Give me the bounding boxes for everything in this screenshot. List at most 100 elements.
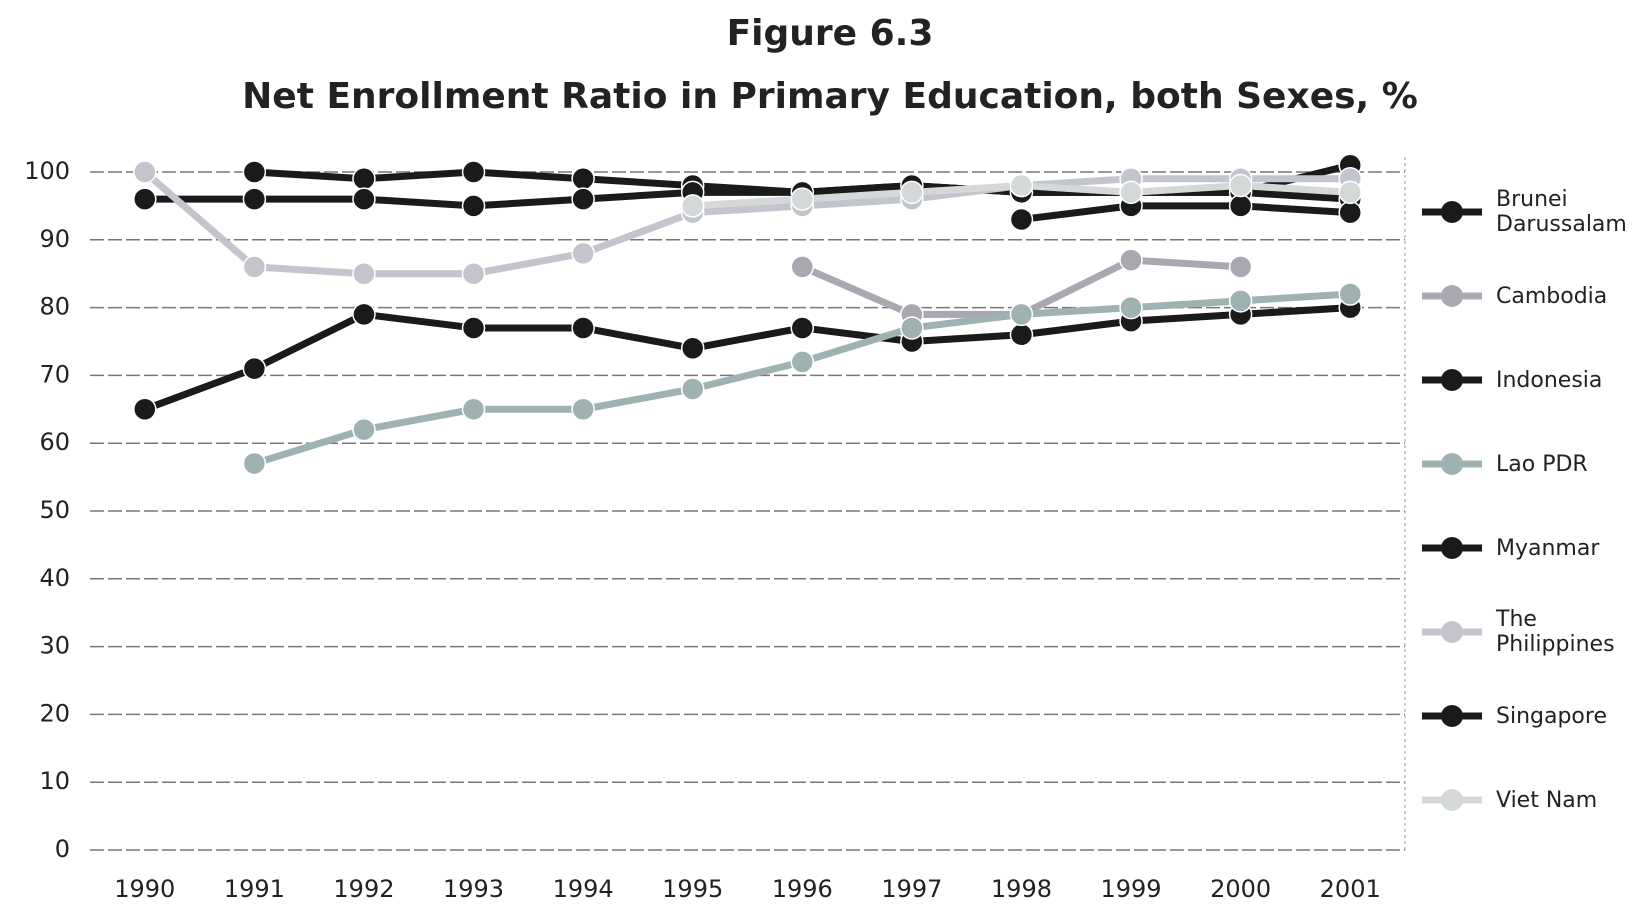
y-tick-label: 90	[39, 225, 70, 253]
legend-item: The Philippines	[1420, 590, 1645, 674]
x-tick-label: 1992	[333, 875, 394, 903]
data-point	[680, 194, 705, 218]
x-tick-label: 1990	[114, 875, 175, 903]
x-tick-label: 1999	[1101, 875, 1162, 903]
legend: Brunei Darussalam Cambodia Indonesia Lao PD…	[1420, 170, 1645, 842]
y-tick-label: 20	[39, 699, 70, 727]
series-line	[1021, 202, 1351, 223]
data-point	[133, 160, 157, 184]
data-point	[242, 451, 267, 476]
data-point	[790, 187, 815, 211]
data-point	[461, 160, 486, 184]
legend-marker	[1441, 789, 1463, 811]
data-point	[133, 397, 157, 422]
y-tick-label: 40	[39, 564, 70, 592]
legend-label: Cambodia	[1496, 283, 1608, 309]
legend-marker	[1441, 705, 1463, 727]
x-tick-label: 2000	[1210, 875, 1271, 903]
legend-marker	[1441, 369, 1463, 391]
chart-subtitle: Net Enrollment Ratio in Primary Educatio…	[242, 76, 1418, 117]
legend-label: The Philippines	[1496, 607, 1615, 657]
legend-marker	[1441, 537, 1463, 559]
y-tick-label: 50	[39, 496, 70, 524]
x-tick-label: 2001	[1320, 875, 1381, 903]
data-point	[352, 167, 376, 191]
data-point	[352, 187, 376, 211]
data-point	[790, 255, 815, 279]
data-point	[1009, 302, 1034, 327]
legend-swatch	[1422, 201, 1482, 223]
data-point	[1119, 248, 1143, 272]
y-tick-label: 10	[39, 767, 70, 795]
legend-label: Indonesia	[1496, 367, 1603, 393]
legend-label: Viet Nam	[1496, 787, 1598, 813]
x-tick-label: 1994	[553, 875, 614, 903]
legend-item: Brunei Darussalam	[1420, 170, 1645, 254]
data-point	[1009, 207, 1034, 232]
data-point	[242, 160, 267, 184]
data-point	[680, 377, 705, 401]
series-line	[143, 304, 1351, 413]
data-point	[242, 356, 267, 381]
data-point	[1338, 180, 1362, 205]
data-point	[571, 167, 595, 191]
legend-marker	[1441, 453, 1463, 475]
y-tick-label: 70	[39, 360, 70, 388]
data-point	[1228, 194, 1253, 218]
data-point	[571, 187, 595, 211]
data-point	[352, 417, 376, 442]
data-point	[1228, 173, 1253, 198]
y-tick-label: 100	[24, 157, 70, 185]
data-point	[680, 336, 705, 361]
data-point	[571, 316, 595, 340]
data-point	[790, 350, 815, 374]
legend-item: Myanmar	[1420, 506, 1645, 590]
legend-swatch	[1422, 789, 1482, 811]
legend-marker	[1441, 285, 1463, 307]
series-line	[142, 169, 1351, 278]
data-point	[1228, 289, 1253, 313]
legend-marker	[1441, 621, 1463, 643]
legend-item: Viet Nam	[1420, 758, 1645, 842]
data-point	[461, 194, 486, 218]
data-point	[571, 397, 595, 422]
legend-swatch	[1422, 537, 1482, 559]
data-point	[790, 316, 815, 340]
legend-label: Brunei Darussalam	[1496, 187, 1627, 237]
y-tick-label: 60	[39, 428, 70, 456]
data-point	[461, 261, 486, 286]
data-point	[571, 241, 595, 266]
data-point	[900, 180, 924, 205]
data-point	[1009, 322, 1034, 347]
legend-label: Myanmar	[1496, 535, 1600, 561]
legend-marker	[1441, 201, 1463, 223]
data-point	[461, 397, 486, 422]
chart-title: Figure 6.3	[727, 13, 934, 54]
x-tick-label: 1996	[772, 875, 833, 903]
data-point	[461, 316, 486, 340]
y-tick-label: 80	[39, 293, 70, 321]
legend-swatch	[1422, 621, 1482, 643]
data-point	[352, 302, 376, 327]
legend-item: Lao PDR	[1420, 422, 1645, 506]
x-tick-label: 1998	[991, 875, 1052, 903]
data-point	[900, 316, 924, 340]
data-point	[1119, 180, 1143, 205]
legend-swatch	[1422, 453, 1482, 475]
data-point	[1009, 173, 1034, 198]
legend-label: Lao PDR	[1496, 451, 1588, 477]
y-tick-label: 30	[39, 632, 70, 660]
legend-swatch	[1422, 285, 1482, 307]
legend-item: Singapore	[1420, 674, 1645, 758]
data-point	[1338, 200, 1362, 225]
x-tick-label: 1993	[443, 875, 504, 903]
data-point	[1119, 295, 1143, 320]
data-point	[133, 187, 157, 211]
legend-item: Cambodia	[1420, 254, 1645, 338]
data-point	[1338, 282, 1362, 306]
legend-label: Singapore	[1496, 703, 1607, 729]
y-tick-label: 0	[55, 835, 70, 863]
data-point	[352, 261, 376, 286]
